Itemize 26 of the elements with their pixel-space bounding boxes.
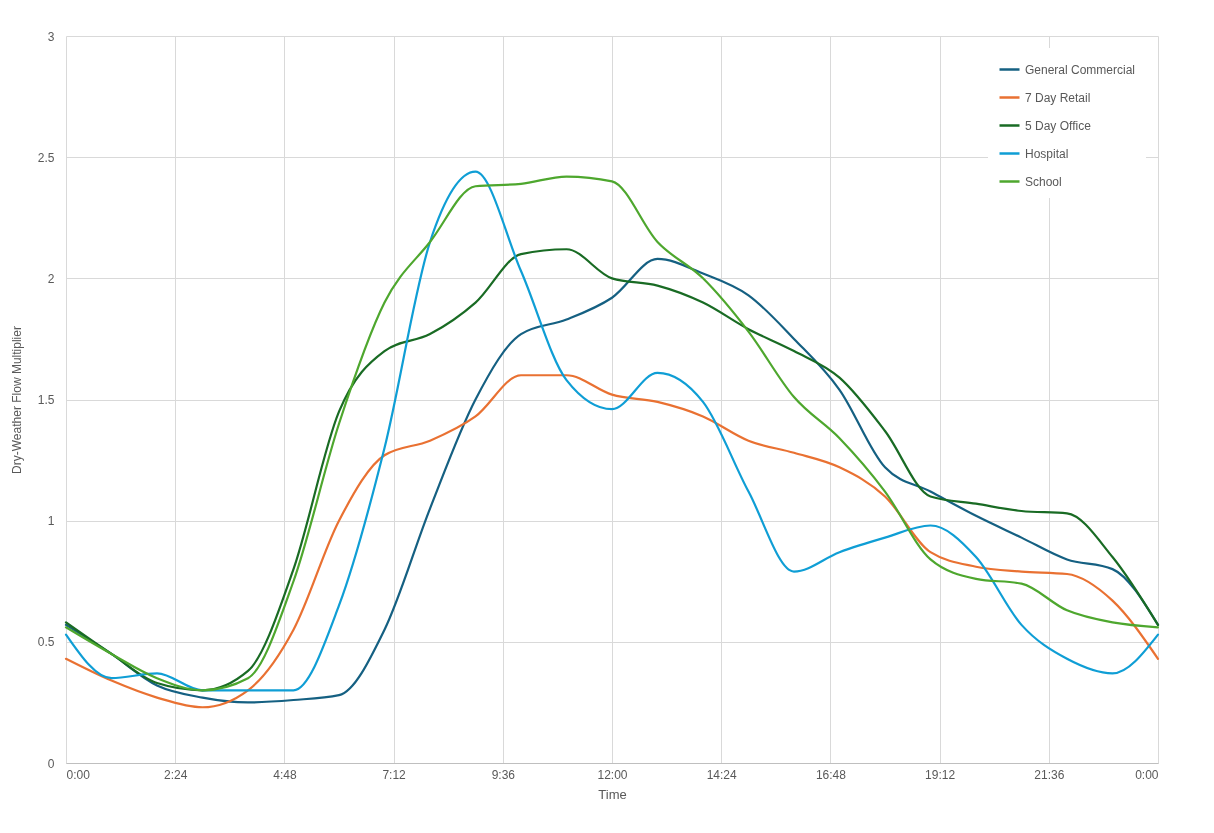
legend-label: General Commercial: [1025, 62, 1136, 77]
x-tick-label: 19:12: [925, 767, 956, 782]
legend-label: 5 Day Office: [1025, 118, 1092, 133]
x-tick-label: 12:00: [597, 767, 628, 782]
y-tick-label: 2.5: [37, 150, 55, 165]
y-tick-label: 0.5: [37, 635, 55, 650]
legend-label: Hospital: [1025, 146, 1069, 161]
y-tick-label: 0: [47, 756, 55, 771]
x-tick-label: 7:12: [382, 767, 407, 782]
x-tick-label: 16:48: [815, 767, 847, 782]
x-tick-label: 2:24: [164, 767, 188, 782]
x-tick-label: 0:00: [1135, 767, 1159, 782]
legend-label: 7 Day Retail: [1025, 90, 1091, 105]
y-tick-label: 1: [47, 514, 55, 529]
x-tick-label: 4:48: [273, 767, 297, 782]
line-series: [64, 374, 1160, 709]
x-tick-label: 21:36: [1034, 767, 1065, 782]
y-tick-label: 2: [47, 271, 55, 286]
y-axis-title: Dry-Weather Flow Multiplier: [9, 326, 24, 474]
y-tick-label: 1.5: [37, 393, 55, 407]
legend-label: School: [1025, 174, 1062, 189]
y-tick-label: 3: [47, 29, 55, 44]
x-axis-title: Time: [598, 786, 627, 802]
x-tick-label: 0:00: [66, 767, 91, 782]
x-tick-label: 9:36: [491, 767, 516, 782]
x-tick-label: 14:24: [706, 767, 738, 782]
